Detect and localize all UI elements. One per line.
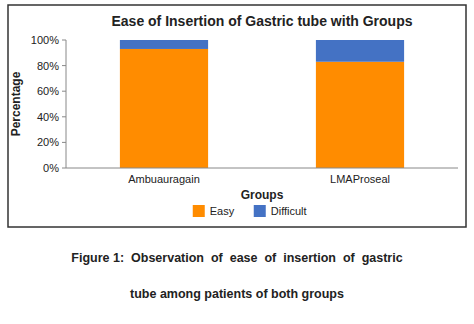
y-axis-label: Percentage — [9, 71, 23, 136]
chart: Ease of Insertion of Gastric tube with G… — [0, 0, 474, 324]
bar — [316, 62, 404, 168]
y-axis — [66, 40, 67, 168]
y-tick-label: 40% — [37, 111, 59, 123]
legend-label: Difficult — [271, 205, 307, 217]
y-tick-label: 100% — [31, 34, 59, 46]
bar — [120, 49, 208, 168]
y-tick-label: 0% — [43, 162, 59, 174]
y-tick — [62, 116, 66, 117]
legend-swatch — [254, 205, 266, 217]
y-tick-label: 80% — [37, 60, 59, 72]
x-axis-label: Groups — [241, 188, 284, 202]
y-tick-label: 20% — [37, 136, 59, 148]
bars — [120, 40, 404, 168]
y-tick — [62, 40, 66, 41]
title: Ease of Insertion of Gastric tube with G… — [111, 13, 412, 29]
caption: tube among patients of both groups — [130, 287, 344, 301]
legend: Easy Difficult — [193, 205, 307, 217]
frame — [8, 5, 466, 227]
x-axis — [66, 168, 458, 169]
y-tick — [62, 142, 66, 143]
caption: Figure 1: Observation of ease of inserti… — [71, 251, 402, 265]
x-tick-label: LMAProseal — [330, 173, 390, 185]
bar — [316, 40, 404, 62]
y-tick — [62, 168, 66, 169]
x-tick-label: Ambuauragain — [128, 173, 200, 185]
y-tick — [62, 91, 66, 92]
legend-swatch — [193, 205, 205, 217]
bar — [120, 40, 208, 49]
y-tick — [62, 65, 66, 66]
legend-label: Easy — [210, 205, 235, 217]
y-tick-label: 60% — [37, 85, 59, 97]
